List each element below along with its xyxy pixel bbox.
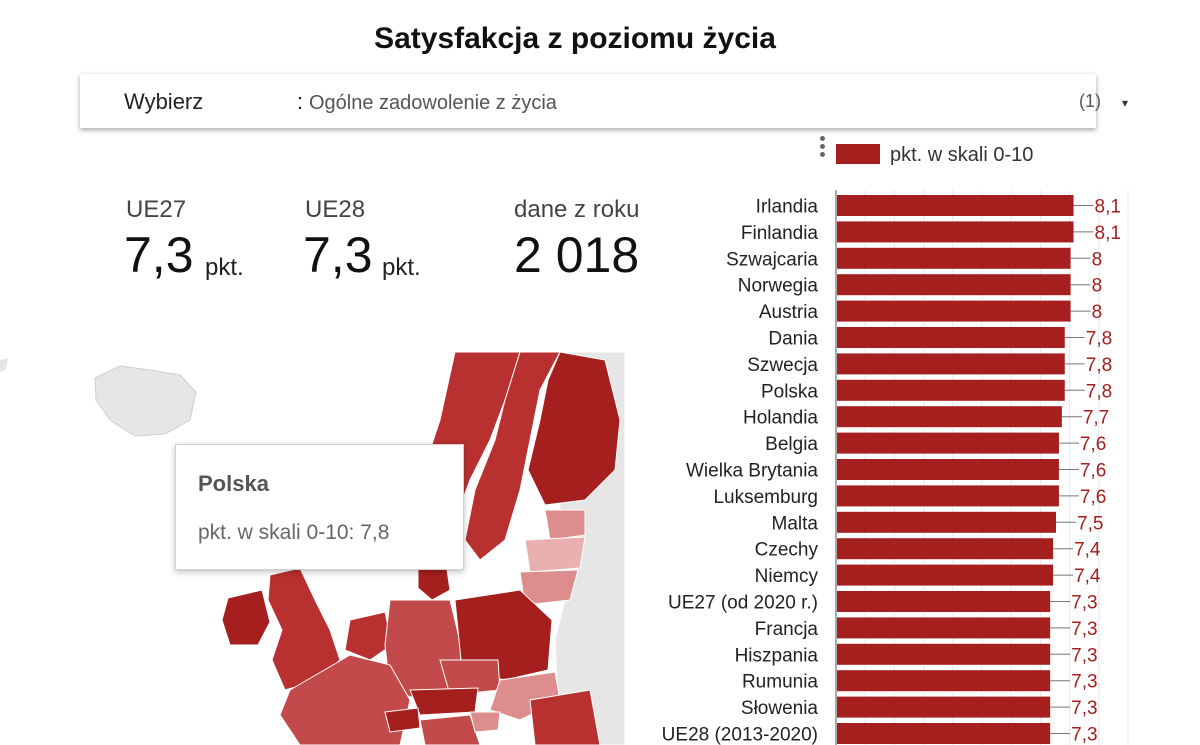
value-label: 7,4: [1074, 540, 1101, 561]
value-label: 7,3: [1071, 593, 1097, 614]
map-iceland: [94, 365, 197, 437]
legend-label: pkt. w skali 0-10: [890, 144, 1034, 166]
map-italy: [419, 714, 481, 745]
category-label: Wielka Brytania: [686, 461, 818, 482]
value-label: 7,7: [1083, 408, 1109, 429]
map-baltics-estonia: [544, 509, 586, 541]
bar[interactable]: [837, 195, 1074, 216]
bar[interactable]: [837, 485, 1059, 507]
bar[interactable]: [837, 327, 1065, 348]
tooltip-title: Polska: [198, 471, 269, 496]
bar[interactable]: [837, 617, 1051, 639]
map-slovenia: [469, 711, 501, 733]
value-label: 7,8: [1086, 381, 1112, 402]
map-sweden: [464, 352, 561, 561]
category-label: Dania: [768, 329, 818, 350]
category-label: Szwajcaria: [726, 249, 818, 270]
category-label: Norwegia: [738, 276, 819, 297]
map-ireland: [221, 589, 271, 646]
category-label: UE27 (od 2020 r.): [668, 593, 818, 614]
bar[interactable]: [837, 670, 1051, 692]
selector-colon: :: [297, 89, 304, 114]
value-label: 8,1: [1095, 223, 1121, 244]
bar[interactable]: [837, 274, 1071, 296]
bar[interactable]: [837, 459, 1059, 480]
value-label: 7,8: [1086, 355, 1112, 376]
category-label: Polska: [761, 381, 818, 402]
selector-value: Ogólne zadowolenie z życia: [309, 92, 557, 114]
category-label: Szwecja: [747, 355, 818, 376]
bar[interactable]: [837, 432, 1059, 454]
category-label: UE28 (2013-2020): [662, 725, 818, 745]
category-label: Finlandia: [741, 223, 819, 244]
map-baltics-latvia: [524, 536, 586, 573]
bar[interactable]: [837, 643, 1051, 665]
bar[interactable]: [837, 406, 1062, 428]
value-label: 8: [1092, 276, 1103, 297]
value-label: 7,3: [1071, 698, 1097, 719]
chevron-down-icon[interactable]: ▾: [1122, 96, 1129, 110]
category-label: Francja: [755, 619, 819, 640]
category-label: Irlandia: [756, 197, 819, 218]
value-label: 7,3: [1071, 725, 1097, 745]
bar[interactable]: [837, 300, 1071, 322]
selector-count: (1): [1079, 91, 1101, 111]
bar[interactable]: [837, 221, 1074, 243]
bar[interactable]: [837, 696, 1051, 718]
bar[interactable]: [837, 591, 1051, 612]
map-austria: [409, 687, 479, 716]
map-tooltip: Polska pkt. w skali 0-10: 7,8: [175, 444, 464, 570]
value-label: 8: [1092, 249, 1103, 270]
category-label: Belgia: [765, 434, 818, 455]
value-label: 7,6: [1080, 434, 1106, 455]
category-label: Niemcy: [755, 566, 819, 587]
category-label: Holandia: [743, 408, 818, 429]
value-label: 7,3: [1071, 645, 1097, 666]
kpi-ue28-value: 7,3: [303, 227, 373, 283]
category-label: Rumunia: [742, 672, 818, 693]
kpi-ue27-label: UE27: [126, 196, 187, 223]
value-label: 8: [1092, 302, 1103, 323]
value-label: 7,4: [1074, 566, 1101, 587]
bar[interactable]: [837, 353, 1065, 375]
category-label: Słowenia: [741, 698, 819, 719]
more-options-icon[interactable]: [820, 136, 828, 160]
category-label: Austria: [759, 302, 819, 323]
category-label: Hiszpania: [735, 645, 819, 666]
value-label: 7,3: [1071, 672, 1097, 693]
chart-title: Satysfakcja z poziomu życia: [374, 22, 776, 55]
map-benelux: [344, 611, 393, 661]
bar[interactable]: [837, 538, 1054, 560]
map-switzerland: [384, 707, 421, 733]
bar[interactable]: [837, 379, 1065, 401]
kpi-year-value: 2 018: [514, 227, 640, 283]
metric-selector-dropdown[interactable]: Wybierz : Ogólne zadowolenie z życia (1)…: [80, 74, 1128, 128]
category-label: Czechy: [755, 540, 819, 561]
kpi-ue28-label: UE28: [305, 196, 366, 223]
value-label: 7,6: [1080, 487, 1106, 508]
kpi-year-label: dane z roku: [514, 196, 640, 223]
bar[interactable]: [837, 723, 1051, 744]
bar[interactable]: [837, 511, 1056, 533]
value-label: 7,5: [1077, 513, 1103, 534]
bar-chart: Irlandia 8,1 Finlandia 8,1 Szwajcaria 8 Norweg…: [662, 190, 1129, 745]
bar[interactable]: [837, 247, 1071, 269]
value-label: 8,1: [1095, 197, 1121, 218]
map-romania: [529, 689, 601, 745]
legend-swatch: [836, 144, 880, 164]
category-label: Luksemburg: [713, 487, 818, 508]
value-label: 7,3: [1071, 619, 1097, 640]
tooltip-body: pkt. w skali 0-10: 7,8: [198, 521, 390, 544]
kpi-ue28-unit: pkt.: [382, 254, 421, 281]
kpi-ue27-unit: pkt.: [205, 254, 244, 281]
bar[interactable]: [837, 564, 1054, 586]
map-finland: [527, 352, 621, 506]
kpi-ue27-value: 7,3: [124, 227, 194, 283]
value-label: 7,8: [1086, 329, 1112, 350]
value-label: 7,6: [1080, 461, 1106, 482]
category-label: Malta: [772, 513, 819, 534]
selector-label: Wybierz: [124, 89, 204, 114]
